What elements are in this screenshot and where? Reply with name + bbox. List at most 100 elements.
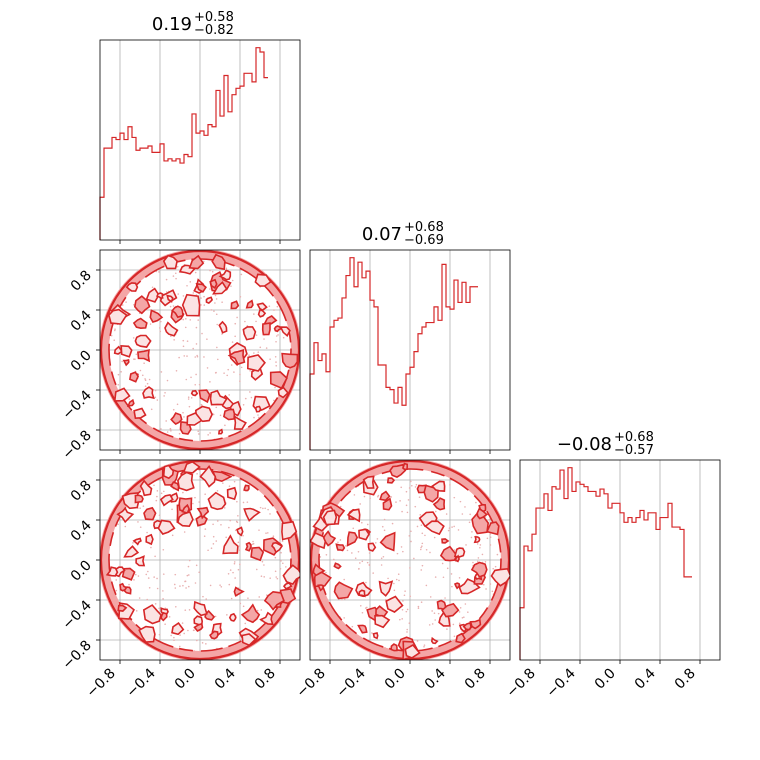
sample-point <box>155 499 158 502</box>
sample-point <box>399 500 401 502</box>
sample-point <box>405 610 408 613</box>
sample-point <box>395 578 398 581</box>
sample-point <box>233 371 235 373</box>
sample-point <box>409 595 412 598</box>
sample-point <box>228 485 231 487</box>
contour-blob <box>145 533 154 546</box>
sample-point <box>207 434 209 436</box>
contour-blob <box>182 460 201 474</box>
contour-blob <box>198 389 211 404</box>
sample-point <box>225 267 228 270</box>
y-tick-label: 0.4 <box>68 517 95 544</box>
sample-point <box>424 534 426 537</box>
contour-blob <box>137 349 151 363</box>
sample-point <box>368 552 371 554</box>
title-median: 0.19 <box>152 14 192 35</box>
sample-point <box>429 551 431 554</box>
sample-point <box>166 379 169 382</box>
x-tick-label: −0.4 <box>543 665 578 700</box>
histogram-panel-2: 0.07 +0.68−0.69 <box>309 220 511 454</box>
contour-blob <box>358 589 366 598</box>
sample-point <box>183 355 186 357</box>
sample-point <box>468 521 471 524</box>
sample-point <box>464 603 467 605</box>
sample-point <box>253 313 255 315</box>
contour-body <box>100 460 300 660</box>
sample-point <box>409 567 411 569</box>
sample-point <box>366 606 368 609</box>
sample-point <box>459 607 462 609</box>
contour-blob <box>476 507 489 520</box>
contour-blob <box>138 625 156 643</box>
sample-point <box>170 335 172 338</box>
sample-point <box>227 368 230 371</box>
contour-blob <box>242 326 257 341</box>
contour-blob <box>313 569 332 588</box>
contour-blob <box>259 611 274 626</box>
sample-point <box>171 534 174 537</box>
sample-point <box>260 609 263 611</box>
sample-point <box>434 576 437 578</box>
sample-point <box>117 373 120 376</box>
sample-point <box>258 596 261 598</box>
sample-point <box>179 634 181 636</box>
sample-point <box>262 507 264 510</box>
sample-point <box>132 337 135 339</box>
sample-point <box>182 345 185 348</box>
contour-blob <box>312 563 326 577</box>
sample-point <box>419 548 422 551</box>
sample-point <box>437 612 440 615</box>
sample-point <box>405 490 408 493</box>
contour-blob <box>190 389 199 397</box>
sample-point <box>202 595 204 598</box>
sample-point <box>156 399 159 401</box>
sample-point <box>238 549 241 551</box>
x-tick-label: 0.4 <box>632 665 659 692</box>
sample-point <box>396 552 399 555</box>
sample-point <box>216 323 218 326</box>
sample-point <box>195 373 197 376</box>
contour-panel-1: −0.8 −0.4 0.0 0.4 0.8 <box>59 249 301 463</box>
sample-point <box>178 645 181 648</box>
sample-point <box>431 623 434 625</box>
sample-point <box>269 577 271 579</box>
sample-point <box>434 510 437 513</box>
contour-blob <box>209 278 218 290</box>
sample-point <box>113 329 116 332</box>
sample-point <box>361 560 364 563</box>
contour-blob <box>404 643 421 659</box>
contour-blob <box>490 567 510 587</box>
y-tick-label: −0.4 <box>59 387 94 422</box>
sample-point <box>110 334 113 337</box>
sample-point <box>133 579 135 581</box>
sample-point <box>236 521 239 524</box>
sample-point <box>211 270 214 273</box>
contour-blob <box>281 520 298 541</box>
sample-point <box>417 607 420 610</box>
sample-point <box>421 545 423 547</box>
sample-point <box>494 565 497 568</box>
sample-point <box>489 536 492 538</box>
sample-point <box>236 500 238 503</box>
sample-point <box>461 513 464 515</box>
sample-point <box>137 575 140 577</box>
sample-point <box>259 346 262 349</box>
sample-point <box>385 598 387 601</box>
sample-point <box>178 432 181 435</box>
sample-point <box>154 555 156 558</box>
sample-point <box>408 487 411 489</box>
sample-point <box>333 558 335 561</box>
sample-point <box>263 576 266 578</box>
sample-point <box>174 587 177 589</box>
sample-point <box>223 507 226 509</box>
sample-point <box>382 555 385 558</box>
sample-point <box>192 502 194 505</box>
sample-point <box>359 605 362 607</box>
sample-point <box>147 577 150 579</box>
sample-point <box>470 536 473 539</box>
sample-point <box>198 383 201 386</box>
sample-point <box>393 589 396 592</box>
sample-point <box>275 340 277 343</box>
sample-point <box>489 544 492 546</box>
sample-point <box>144 378 146 380</box>
